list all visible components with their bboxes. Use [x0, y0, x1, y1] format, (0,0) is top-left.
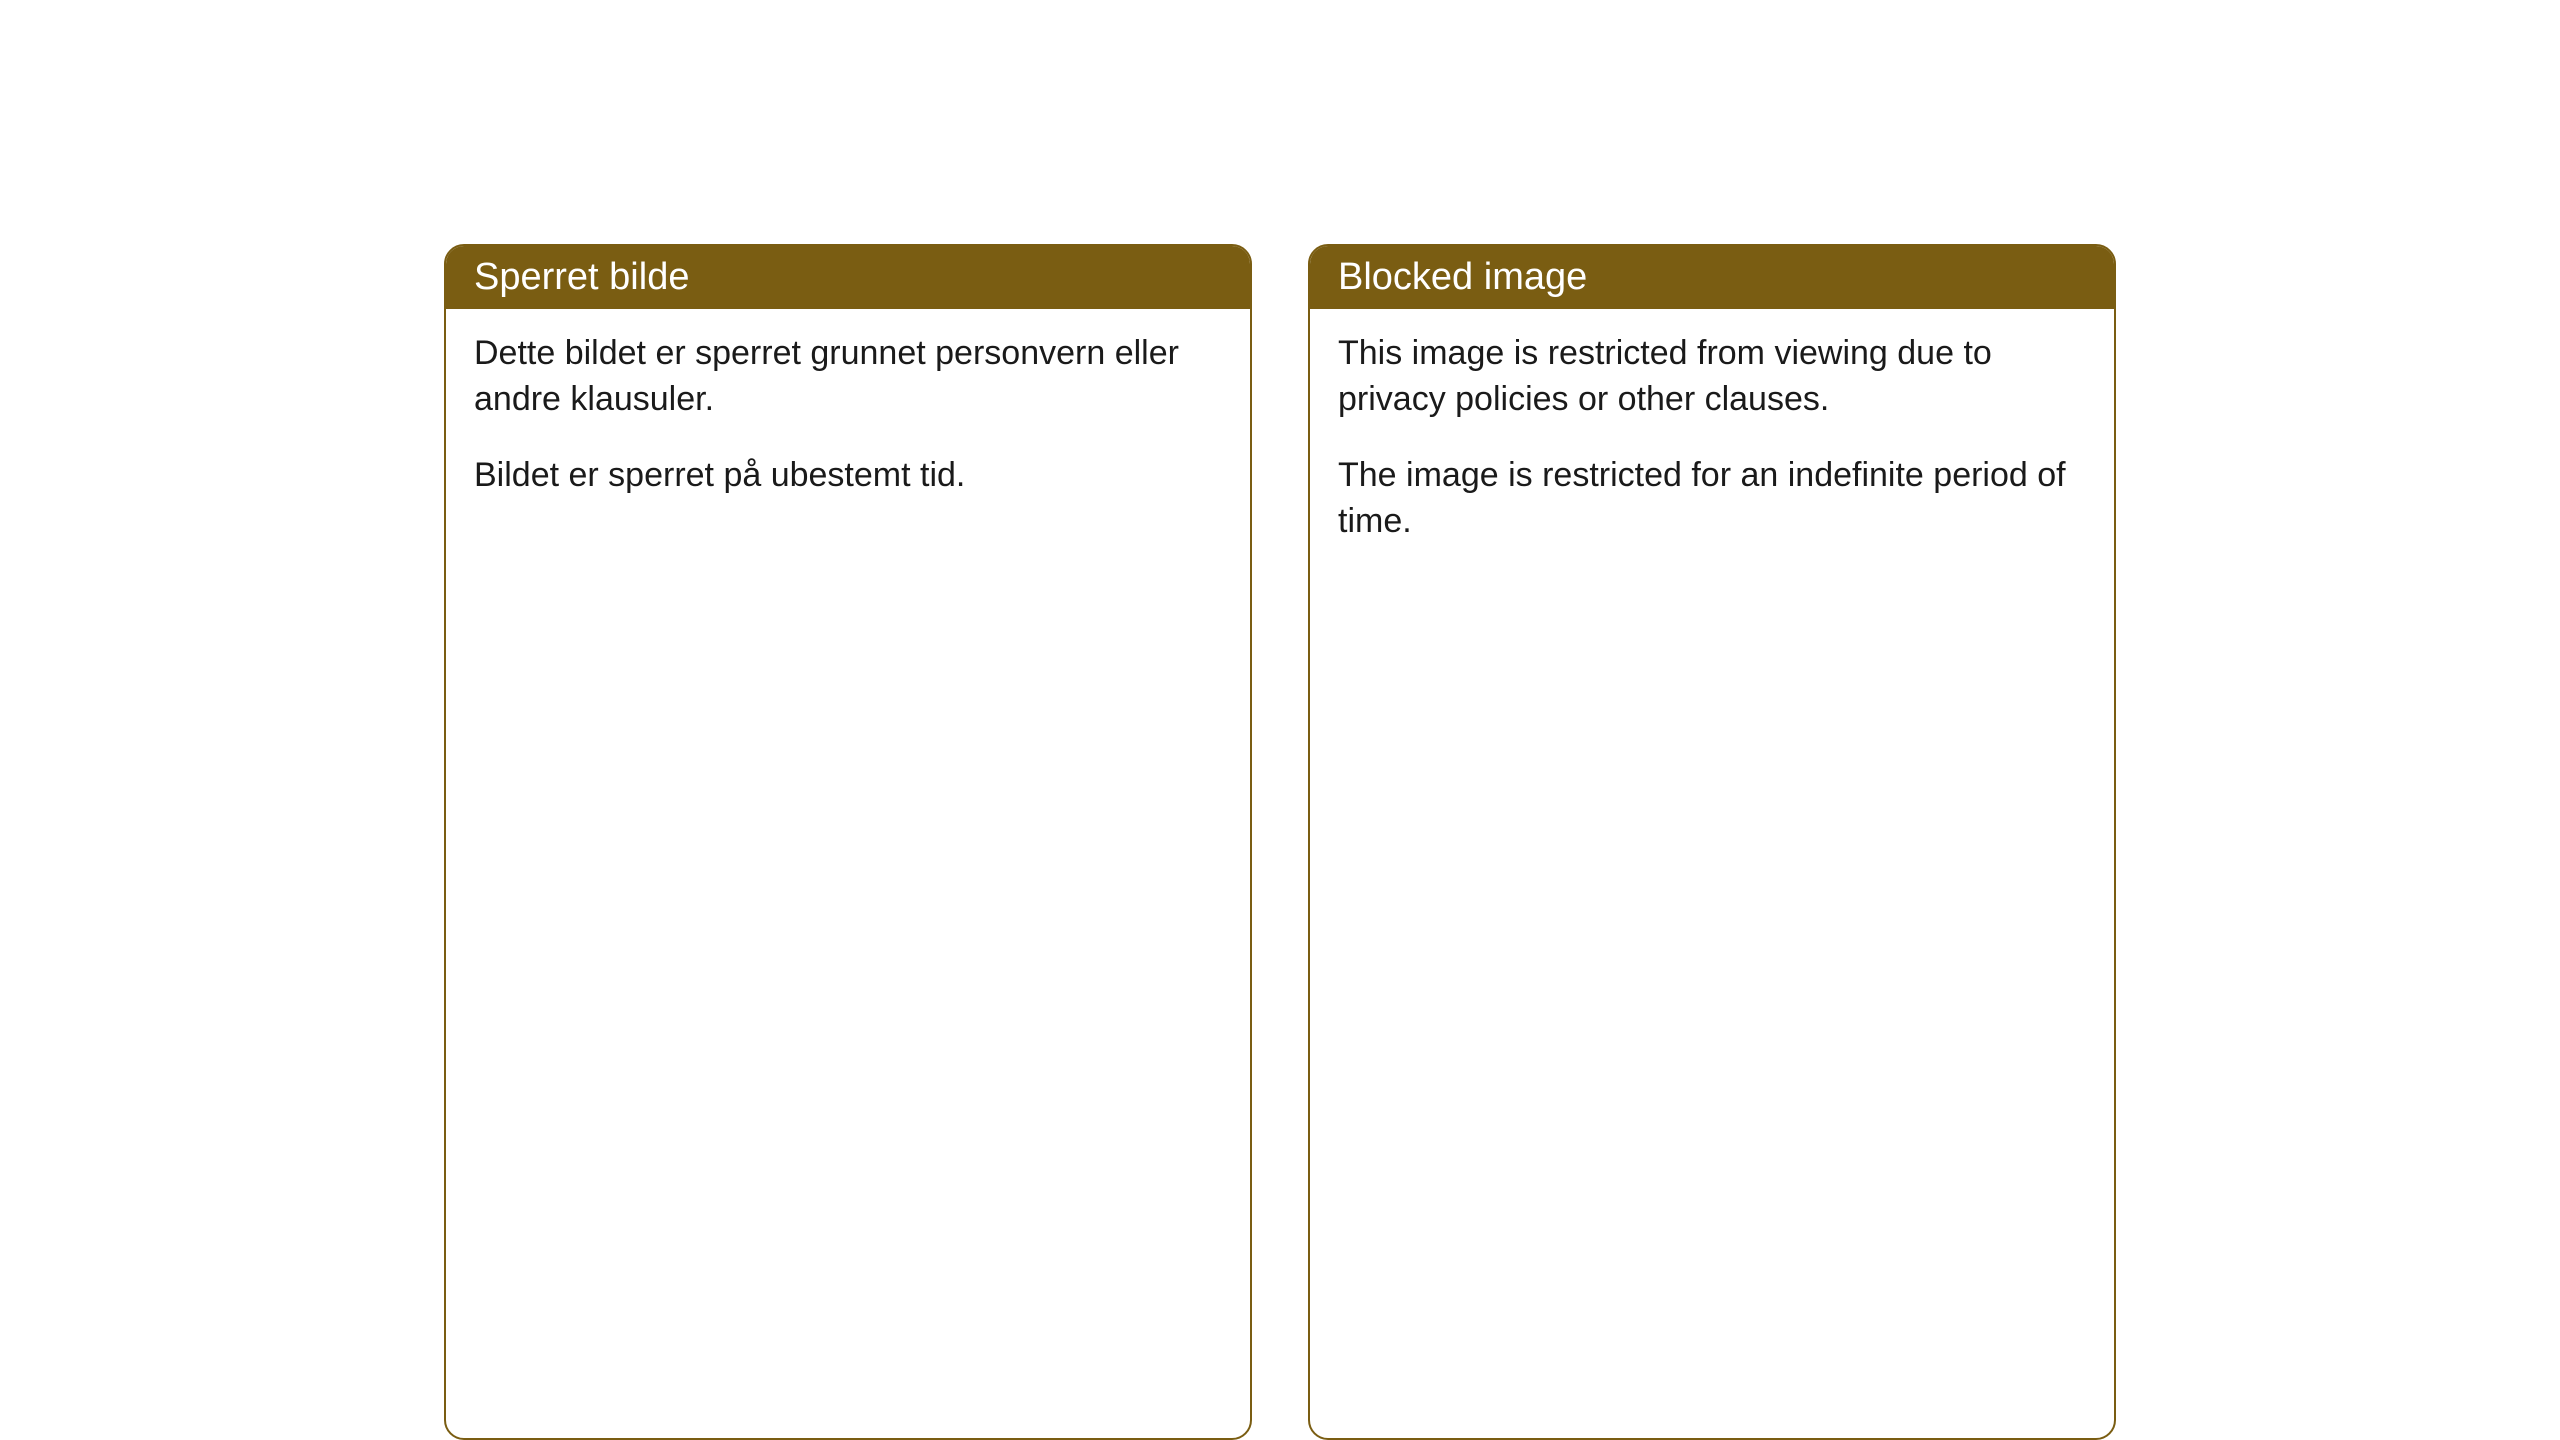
card-body: Dette bildet er sperret grunnet personve… [446, 309, 1250, 531]
card-paragraph: The image is restricted for an indefinit… [1338, 453, 2086, 545]
blocked-image-card-norwegian: Sperret bilde Dette bildet er sperret gr… [444, 244, 1252, 1440]
notice-cards-container: Sperret bilde Dette bildet er sperret gr… [444, 244, 2116, 1440]
card-paragraph: This image is restricted from viewing du… [1338, 331, 2086, 423]
card-body: This image is restricted from viewing du… [1310, 309, 2114, 577]
card-header: Sperret bilde [446, 246, 1250, 309]
card-paragraph: Bildet er sperret på ubestemt tid. [474, 453, 1222, 499]
card-title: Sperret bilde [474, 256, 689, 298]
card-title: Blocked image [1338, 256, 1587, 298]
card-paragraph: Dette bildet er sperret grunnet personve… [474, 331, 1222, 423]
blocked-image-card-english: Blocked image This image is restricted f… [1308, 244, 2116, 1440]
card-header: Blocked image [1310, 246, 2114, 309]
